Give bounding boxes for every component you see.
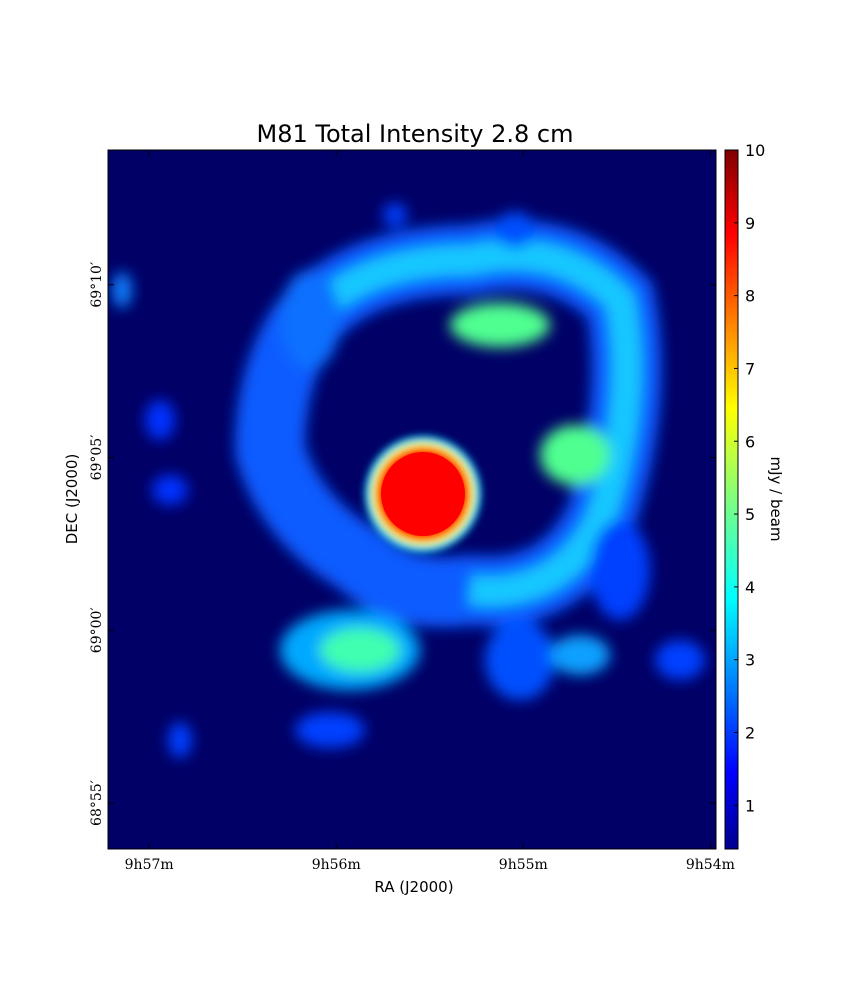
colorbar-tick-label: 6: [745, 432, 755, 451]
colorbar-tick-label: 2: [745, 724, 755, 743]
y-axis-label: DEC (J2000): [63, 454, 81, 545]
colorbar-label: mJy / beam: [767, 456, 785, 541]
colorbar-tick-label: 1: [745, 796, 755, 815]
chart-title: M81 Total Intensity 2.8 cm: [256, 120, 573, 148]
colorbar: [724, 149, 739, 850]
intensity-image: [108, 150, 716, 849]
plot-frame: [107, 149, 717, 850]
x-tick-label: 9h56m: [312, 857, 361, 873]
x-axis-label: RA (J2000): [374, 878, 453, 896]
colorbar-tick-label: 8: [745, 287, 755, 306]
colorbar-tick-label: 5: [745, 505, 755, 524]
y-tick-label: 69°05′: [89, 435, 105, 481]
x-tick-label: 9h57m: [125, 857, 174, 873]
y-tick-label: 68°55′: [89, 780, 105, 826]
colorbar-tick-label: 10: [745, 141, 765, 160]
colorbar-tick-label: 3: [745, 651, 755, 670]
colorbar-tick-label: 9: [745, 214, 755, 233]
x-tick-label: 9h54m: [686, 857, 735, 873]
y-tick-label: 69°00′: [89, 607, 105, 653]
colorbar-tick-label: 7: [745, 359, 755, 378]
y-tick-label: 69°10′: [89, 262, 105, 308]
colorbar-tick-label: 4: [745, 578, 755, 597]
x-tick-label: 9h55m: [499, 857, 548, 873]
